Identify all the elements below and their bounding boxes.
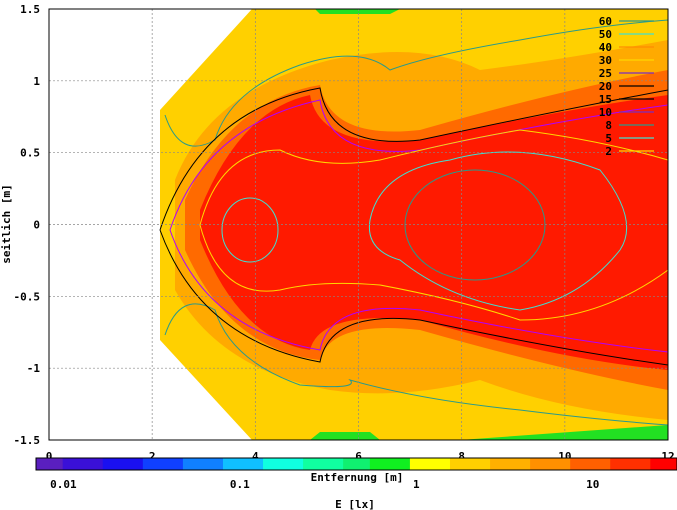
heatmap-top-green (315, 9, 400, 14)
colorbar-tick-label: 10 (586, 478, 599, 491)
legend-label: 30 (599, 54, 612, 67)
legend-label: 60 (599, 15, 612, 28)
colorbar-cell (530, 458, 544, 470)
contour-line (221, 197, 279, 263)
contour-line (404, 169, 546, 281)
x-tick-label: 8 (458, 450, 465, 463)
colorbar-cell (36, 458, 50, 470)
colorbar-cell (62, 458, 77, 470)
colorbar-cell (209, 458, 224, 470)
colorbar-cell (89, 458, 104, 470)
colorbar-cell (516, 458, 531, 470)
legend-label: 2 (605, 145, 612, 158)
colorbar-cell (663, 458, 677, 470)
colorbar-cell (182, 458, 197, 470)
colorbar-cell (650, 458, 665, 470)
contour-line (368, 151, 628, 311)
colorbar-cell (263, 458, 277, 470)
colorbar-cell (409, 458, 424, 470)
colorbar-cell (503, 458, 518, 470)
plot-frame (48, 8, 669, 441)
colorbar-cell (222, 458, 237, 470)
heatmap-bottom-green (310, 432, 380, 440)
contour-line (164, 19, 668, 147)
legend-label: 50 (599, 28, 612, 41)
colorbar-cell (449, 458, 464, 470)
colorbar-cell (156, 458, 171, 470)
y-tick-label: -1 (27, 362, 41, 375)
colorbar-tick-label: 1 (413, 478, 420, 491)
legend-label: 8 (605, 119, 612, 132)
colorbar-cell (142, 458, 157, 470)
legend-label: 5 (605, 132, 612, 145)
y-tick-label: 1 (33, 75, 40, 88)
x-tick-label: 2 (149, 450, 156, 463)
colorbar-cell (356, 458, 371, 470)
colorbar-cell (303, 458, 317, 470)
colorbar-cell (369, 458, 384, 470)
y-ticks: 1.5 1 0.5 0 -0.5 -1 -1.5 (14, 3, 41, 447)
colorbar-cell (129, 458, 144, 470)
colorbar-cell (423, 458, 438, 470)
colorbar-cell (623, 458, 638, 470)
colorbar-cell (570, 458, 585, 470)
colorbar-cell (490, 458, 504, 470)
colorbar-cell (196, 458, 211, 470)
colorbar-cell (116, 458, 130, 470)
colorbar-cell (102, 458, 117, 470)
colorbar-cell (583, 458, 598, 470)
colorbar-cell (343, 458, 357, 470)
colorbar-cell (249, 458, 264, 470)
colorbar-cell (236, 458, 251, 470)
x-tick-label: 4 (252, 450, 259, 463)
x-axis-label: Entfernung [m] (311, 471, 404, 484)
y-tick-label: -1.5 (14, 434, 41, 447)
colorbar-cell (396, 458, 411, 470)
contour-line (164, 303, 668, 426)
contour-line (199, 129, 668, 226)
colorbar-cell (636, 458, 651, 470)
colorbar-cell (316, 458, 331, 470)
legend-label: 10 (599, 106, 612, 119)
colorbar-label: E [lx] (335, 498, 375, 510)
colorbar-cell (49, 458, 64, 470)
colorbar-cell (463, 458, 478, 470)
legend-label: 25 (599, 67, 612, 80)
colorbar-cell (383, 458, 398, 470)
colorbar-cell (436, 458, 451, 470)
legend-label: 20 (599, 80, 612, 93)
legend-label: 15 (599, 93, 612, 106)
heatmap-area (159, 9, 668, 440)
colorbar-tick-label: 0.1 (230, 478, 250, 491)
y-tick-label: 1.5 (20, 3, 40, 16)
x-tick-label: 6 (355, 450, 362, 463)
colorbar-cell (76, 458, 90, 470)
contour-line (159, 229, 668, 366)
colorbar-cell (556, 458, 571, 470)
colorbar-frame (35, 457, 677, 471)
contour-line (199, 224, 668, 321)
contour-line (159, 87, 668, 231)
colorbar-cell (543, 458, 558, 470)
colorbar (36, 458, 677, 470)
x-tick-label: 0 (46, 450, 53, 463)
colorbar-cell (276, 458, 291, 470)
colorbar-cell (610, 458, 625, 470)
colorbar-cell (329, 458, 344, 470)
colorbar-cell (169, 458, 184, 470)
y-axis-label: seitlich [m] (0, 184, 13, 263)
y-tick-label: 0.5 (20, 147, 40, 160)
y-tick-label: 0 (33, 219, 40, 232)
colorbar-cell (289, 458, 304, 470)
colorbar-ticks: 0.01 0.1 1 10 (50, 478, 599, 491)
legend-label: 40 (599, 41, 612, 54)
colorbar-tick-label: 0.01 (50, 478, 77, 491)
y-tick-label: -0.5 (14, 290, 41, 303)
colorbar-cell (476, 458, 491, 470)
colorbar-cell (596, 458, 611, 470)
heatmap-bottom-right-green (460, 425, 668, 440)
